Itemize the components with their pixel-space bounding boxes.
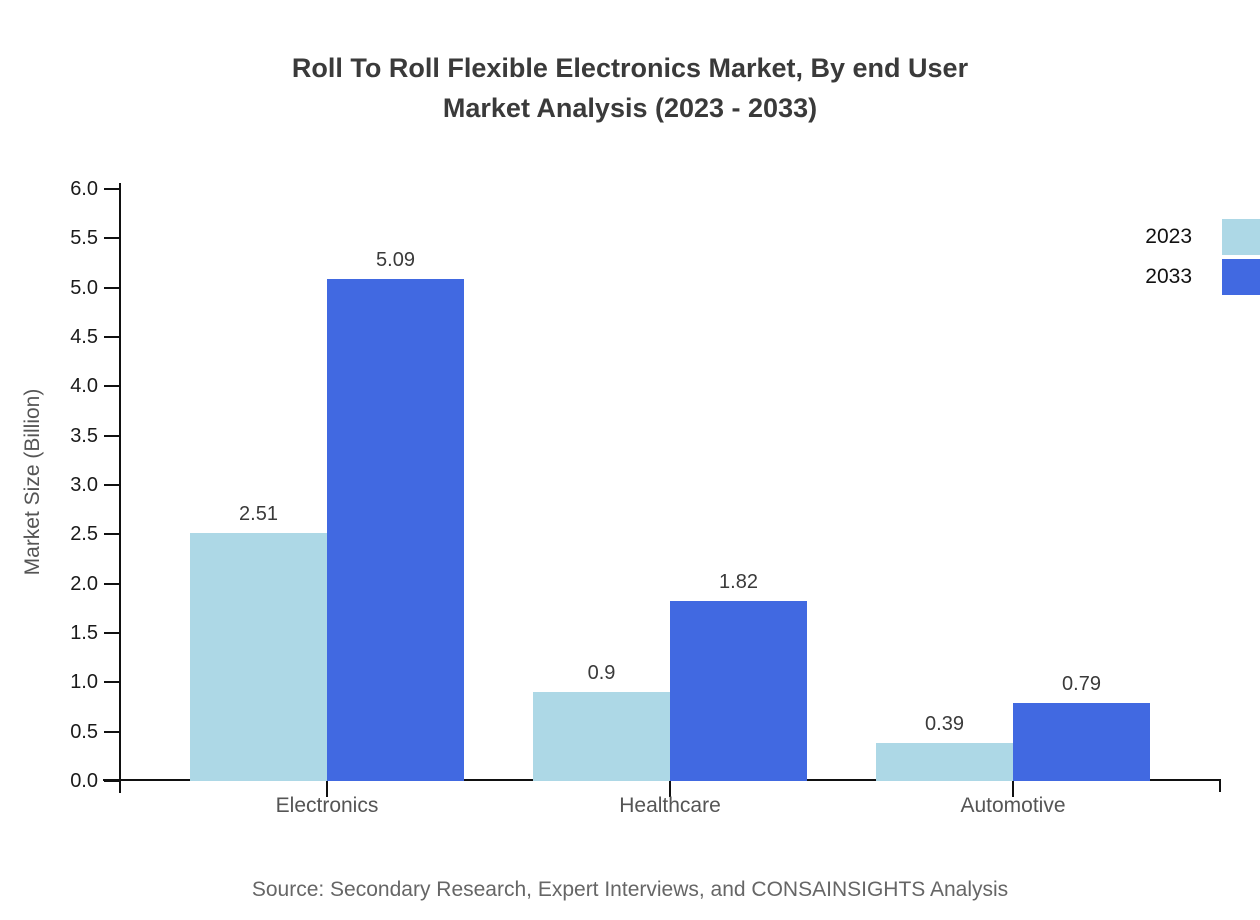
x-category-label: Electronics — [275, 794, 379, 817]
y-tick-mark — [104, 631, 121, 634]
bar-value-label: 0.79 — [1062, 673, 1101, 696]
x-category-label: Healthcare — [619, 794, 721, 817]
y-tick-label: 4.5 — [70, 325, 98, 348]
legend-label: 2033 — [1145, 265, 1192, 288]
y-tick-mark — [104, 582, 121, 585]
y-tick-label: 1.0 — [70, 671, 98, 694]
y-tick-label: 6.0 — [70, 177, 98, 200]
y-tick-label: 5.5 — [70, 227, 98, 250]
y-tick-label: 3.5 — [70, 424, 98, 447]
x-tick-mark — [669, 781, 671, 797]
y-tick-mark — [104, 483, 121, 486]
legend-swatch-icon — [1222, 259, 1260, 295]
legend-item-2033: 2033 — [1145, 259, 1260, 295]
bar-2033-healthcare — [670, 601, 807, 781]
y-tick-label: 2.5 — [70, 523, 98, 546]
y-tick-label: 3.0 — [70, 473, 98, 496]
bar-2033-automotive — [1013, 703, 1150, 781]
x-category-label: Automotive — [960, 794, 1066, 817]
y-tick-label: 2.0 — [70, 572, 98, 595]
y-tick-mark — [104, 286, 121, 289]
y-tick-mark — [104, 780, 121, 782]
x-axis-end-tick — [1219, 779, 1221, 792]
bar-2023-automotive — [876, 742, 1013, 781]
bar-value-label: 2.51 — [239, 503, 278, 526]
bar-2023-electronics — [190, 533, 327, 781]
legend-swatch-icon — [1222, 219, 1260, 255]
x-tick-mark — [1012, 781, 1014, 797]
y-tick-mark — [104, 385, 121, 388]
legend-label: 2023 — [1145, 225, 1192, 248]
source-note: Source: Secondary Research, Expert Inter… — [251, 878, 1009, 901]
y-tick-mark — [104, 533, 121, 536]
bar-value-label: 0.39 — [925, 712, 964, 735]
y-axis-spine — [119, 183, 121, 793]
bar-value-label: 5.09 — [376, 248, 415, 271]
chart-title: Roll To Roll Flexible Electronics Market… — [0, 48, 1260, 128]
chart-title-line1: Roll To Roll Flexible Electronics Market… — [291, 53, 969, 83]
x-tick-mark — [326, 781, 328, 797]
y-tick-label: 4.0 — [70, 375, 98, 398]
bar-2033-electronics — [327, 278, 464, 781]
chart-title-line2: Market Analysis (2023 - 2033) — [442, 93, 818, 123]
y-tick-mark — [104, 730, 121, 733]
bar-value-label: 0.9 — [587, 662, 616, 685]
y-tick-label: 0.5 — [70, 720, 98, 743]
y-tick-label: 1.5 — [70, 621, 98, 644]
legend-item-2023: 2023 — [1145, 219, 1260, 255]
y-tick-mark — [104, 237, 121, 240]
bar-2023-healthcare — [533, 692, 670, 781]
y-tick-label: 5.0 — [70, 276, 98, 299]
bar-value-label: 1.82 — [719, 571, 758, 594]
y-tick-mark — [104, 681, 121, 684]
y-tick-label: 0.0 — [70, 770, 98, 792]
y-tick-mark — [104, 434, 121, 437]
y-tick-mark — [104, 187, 121, 190]
y-tick-mark — [104, 335, 121, 338]
